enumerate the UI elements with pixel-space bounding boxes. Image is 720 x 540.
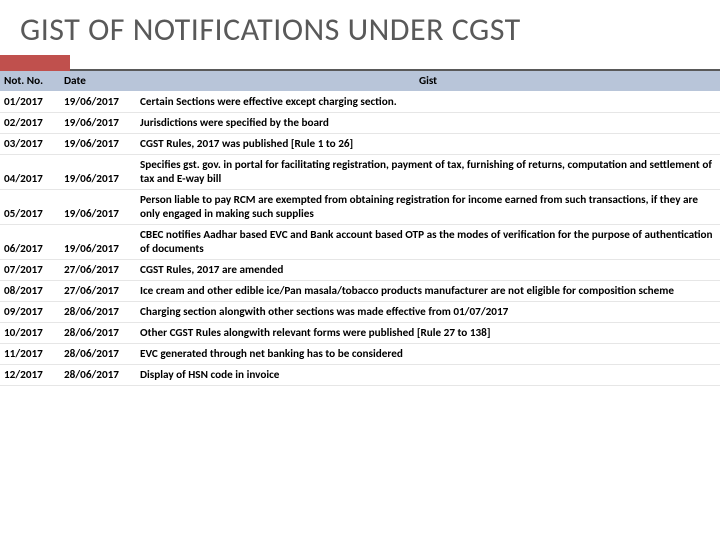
cell-gist: Person liable to pay RCM are exempted fr… (136, 189, 720, 224)
cell-gist: CGST Rules, 2017 was published [Rule 1 t… (136, 133, 720, 154)
col-header-date: Date (60, 71, 136, 92)
accent-line (70, 69, 720, 71)
table-row: 09/201728/06/2017Charging section alongw… (0, 301, 720, 322)
cell-notno: 07/2017 (0, 259, 60, 280)
cell-gist: Jurisdictions were specified by the boar… (136, 112, 720, 133)
cell-notno: 06/2017 (0, 224, 60, 259)
cell-date: 28/06/2017 (60, 343, 136, 364)
table-row: 05/201719/06/2017Person liable to pay RC… (0, 189, 720, 224)
cell-date: 28/06/2017 (60, 301, 136, 322)
col-header-notno: Not. No. (0, 71, 60, 92)
table-row: 10/201728/06/2017Other CGST Rules alongw… (0, 322, 720, 343)
page-title: GIST OF NOTIFICATIONS UNDER CGST (20, 12, 700, 49)
cell-gist: CBEC notifies Aadhar based EVC and Bank … (136, 224, 720, 259)
table-row: 03/201719/06/2017CGST Rules, 2017 was pu… (0, 133, 720, 154)
cell-gist: Certain Sections were effective except c… (136, 91, 720, 112)
cell-date: 19/06/2017 (60, 91, 136, 112)
col-header-gist: Gist (136, 71, 720, 92)
cell-gist: Other CGST Rules alongwith relevant form… (136, 322, 720, 343)
cell-notno: 04/2017 (0, 154, 60, 189)
cell-notno: 01/2017 (0, 91, 60, 112)
cell-notno: 10/2017 (0, 322, 60, 343)
cell-notno: 05/2017 (0, 189, 60, 224)
title-area: GIST OF NOTIFICATIONS UNDER CGST (0, 0, 720, 55)
cell-date: 19/06/2017 (60, 112, 136, 133)
table-row: 04/201719/06/2017Specifies gst. gov. in … (0, 154, 720, 189)
notifications-table: Not. No. Date Gist 01/201719/06/2017Cert… (0, 71, 720, 386)
cell-date: 27/06/2017 (60, 280, 136, 301)
table-row: 07/201727/06/2017CGST Rules, 2017 are am… (0, 259, 720, 280)
table-header-row: Not. No. Date Gist (0, 71, 720, 92)
cell-notno: 12/2017 (0, 364, 60, 385)
cell-notno: 11/2017 (0, 343, 60, 364)
cell-notno: 02/2017 (0, 112, 60, 133)
cell-gist: Charging section alongwith other section… (136, 301, 720, 322)
table-row: 11/201728/06/2017EVC generated through n… (0, 343, 720, 364)
cell-date: 19/06/2017 (60, 133, 136, 154)
cell-gist: EVC generated through net banking has to… (136, 343, 720, 364)
cell-date: 19/06/2017 (60, 154, 136, 189)
table-row: 02/201719/06/2017Jurisdictions were spec… (0, 112, 720, 133)
cell-gist: Ice cream and other edible ice/Pan masal… (136, 280, 720, 301)
table-row: 08/201727/06/2017Ice cream and other edi… (0, 280, 720, 301)
cell-notno: 08/2017 (0, 280, 60, 301)
cell-date: 19/06/2017 (60, 224, 136, 259)
table-row: 06/201719/06/2017CBEC notifies Aadhar ba… (0, 224, 720, 259)
cell-date: 28/06/2017 (60, 322, 136, 343)
cell-date: 28/06/2017 (60, 364, 136, 385)
accent-block (0, 55, 70, 71)
table-row: 12/201728/06/2017Display of HSN code in … (0, 364, 720, 385)
cell-gist: Specifies gst. gov. in portal for facili… (136, 154, 720, 189)
title-underline (0, 55, 720, 71)
cell-notno: 03/2017 (0, 133, 60, 154)
table-row: 01/201719/06/2017Certain Sections were e… (0, 91, 720, 112)
table-body: 01/201719/06/2017Certain Sections were e… (0, 91, 720, 385)
cell-gist: Display of HSN code in invoice (136, 364, 720, 385)
cell-date: 27/06/2017 (60, 259, 136, 280)
cell-notno: 09/2017 (0, 301, 60, 322)
cell-gist: CGST Rules, 2017 are amended (136, 259, 720, 280)
cell-date: 19/06/2017 (60, 189, 136, 224)
